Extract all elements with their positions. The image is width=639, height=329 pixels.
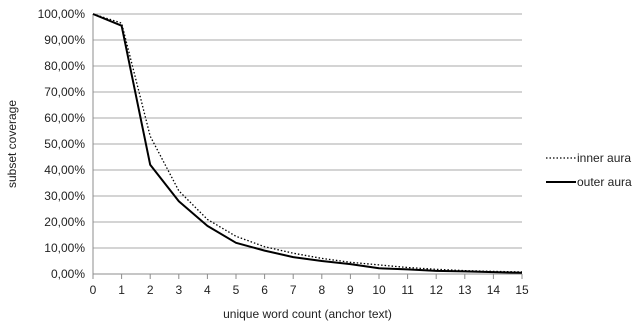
- series-lines: [92, 13, 523, 274]
- y-tick-label: 20,00%: [44, 215, 85, 229]
- y-axis-title: subset coverage: [5, 100, 19, 188]
- series-line-inner-aura: [92, 13, 523, 273]
- y-tick-labels: 0,00% 10,00% 20,00% 30,00% 40,00% 50,00% 60,00…: [38, 7, 86, 281]
- legend: inner aura outer aura: [546, 151, 632, 189]
- x-tick-label: 10: [372, 283, 386, 297]
- x-tick-label: 9: [347, 283, 354, 297]
- y-tick-label: 80,00%: [44, 59, 85, 73]
- x-tick-label: 4: [204, 283, 211, 297]
- x-tick-label: 7: [290, 283, 297, 297]
- x-tick-label: 11: [401, 283, 414, 297]
- y-tick-label: 50,00%: [44, 137, 85, 151]
- y-tick-label: 70,00%: [44, 85, 85, 99]
- x-tick-label: 8: [318, 283, 325, 297]
- x-tick-label: 14: [487, 283, 501, 297]
- y-tick-label: 90,00%: [44, 33, 85, 47]
- legend-label: outer aura: [577, 175, 632, 189]
- x-tick-label: 3: [175, 283, 182, 297]
- axes: [92, 14, 523, 279]
- x-axis-title: unique word count (anchor text): [223, 307, 392, 321]
- y-tick-label: 60,00%: [44, 111, 85, 125]
- x-tick-labels: 0 1 2 3 4 5 6 7 8 9 10 11 12 13 14 15: [90, 283, 529, 297]
- series-line-outer-aura: [92, 13, 523, 274]
- x-tick-label: 12: [430, 283, 444, 297]
- x-tick-label: 1: [118, 283, 125, 297]
- y-tick-label: 100,00%: [38, 7, 86, 21]
- gridlines: [93, 13, 522, 249]
- y-tick-label: 0,00%: [51, 267, 85, 281]
- legend-label: inner aura: [577, 151, 631, 165]
- x-tick-label: 6: [261, 283, 268, 297]
- x-tick-label: 2: [147, 283, 154, 297]
- x-tick-label: 0: [90, 283, 97, 297]
- x-tick-label: 15: [515, 283, 529, 297]
- y-tick-label: 10,00%: [44, 241, 85, 255]
- x-tick-label: 13: [458, 283, 472, 297]
- y-tick-label: 30,00%: [44, 189, 85, 203]
- y-tick-label: 40,00%: [44, 163, 85, 177]
- x-tick-label: 5: [233, 283, 240, 297]
